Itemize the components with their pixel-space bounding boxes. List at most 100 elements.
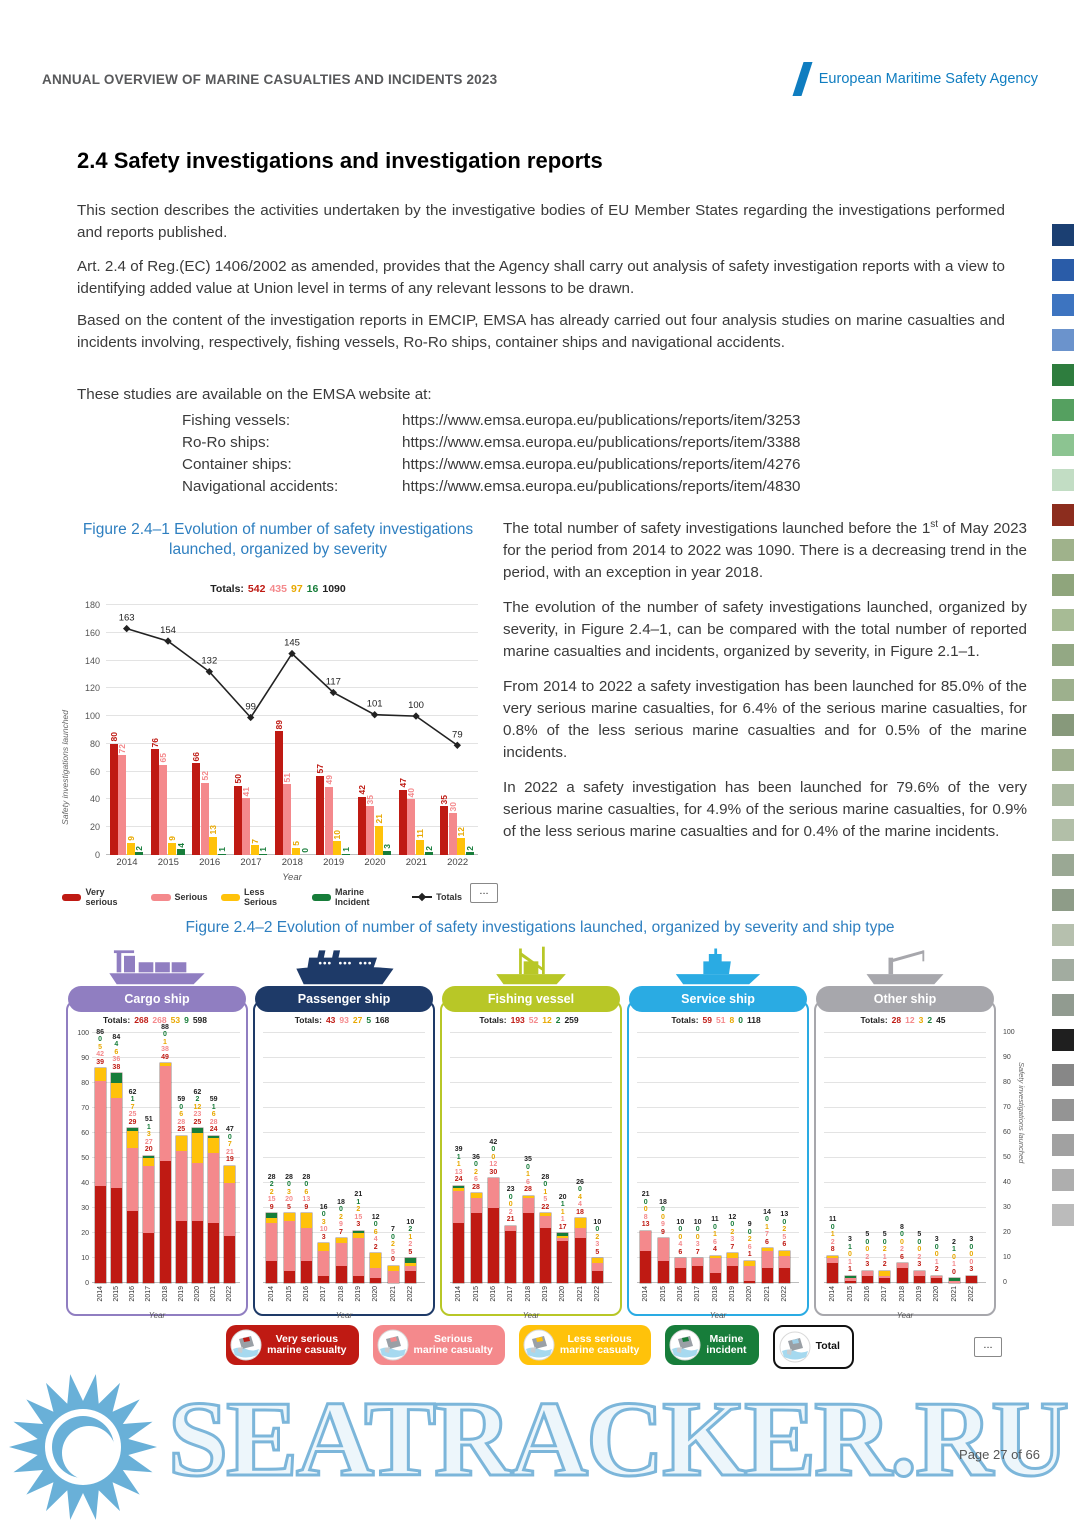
annotation-value: 2 xyxy=(391,1241,395,1249)
gridline xyxy=(263,1057,425,1058)
stacked-bar xyxy=(574,1218,586,1283)
x-tick-label: 2019 xyxy=(728,1286,736,1302)
gridline xyxy=(263,1182,425,1183)
bar-annotation-stack: 86 0 5 42 39 xyxy=(92,1029,109,1066)
annotation-value: 0 xyxy=(882,1238,887,1246)
annotation-value: 51 xyxy=(144,1116,153,1124)
studies-link-list: Fishing vessels: https://www.emsa.europa.… xyxy=(77,410,1005,498)
annotation-value: 19 xyxy=(225,1156,234,1164)
stacked-bar xyxy=(657,1238,669,1283)
sinking-ship-icon xyxy=(230,1329,262,1361)
annotation-value: 0 xyxy=(304,1181,309,1189)
study-link-url[interactable]: https://www.emsa.europa.eu/publications/… xyxy=(402,478,801,495)
annotation-value: 1 xyxy=(830,1231,835,1239)
figure2-legend: Very serious marine casualty Serious marin… xyxy=(150,1325,930,1369)
gridline xyxy=(824,1232,986,1233)
bar-segment-less_serious xyxy=(143,1158,155,1166)
annotation-value: 39 xyxy=(96,1058,105,1066)
gridline xyxy=(106,742,478,744)
gridline xyxy=(450,1057,612,1058)
annotation-value: 2 xyxy=(882,1261,887,1269)
totals-value: 8 xyxy=(729,1015,735,1025)
bar-annotation-stack: 16 0 3 10 3 xyxy=(315,1204,332,1241)
study-link-url[interactable]: https://www.emsa.europa.eu/publications/… xyxy=(402,434,801,451)
bar-segment-serious xyxy=(879,1275,891,1278)
annotation-value: 18 xyxy=(576,1208,584,1216)
edge-strip-square xyxy=(1052,364,1074,386)
study-link-url[interactable]: https://www.emsa.europa.eu/publications/… xyxy=(402,456,801,473)
annotation-value: 0 xyxy=(391,1256,395,1264)
legend-item: Marine Incident xyxy=(311,887,400,907)
bar-less_serious xyxy=(168,842,177,855)
gridline xyxy=(106,631,478,633)
legend-pill-very_serious: Very serious marine casualty xyxy=(226,1325,359,1365)
stacked-bar xyxy=(539,1213,551,1283)
bar-annotation-stack: 11 0 1 6 4 xyxy=(707,1216,724,1253)
stacked-bar xyxy=(692,1258,704,1283)
annotation-value: 0 xyxy=(179,1103,184,1111)
annotation-value: 1 xyxy=(713,1231,717,1239)
annotation-value: 28 xyxy=(472,1183,480,1191)
gridline xyxy=(263,1207,425,1208)
annotation-value: 4 xyxy=(373,1236,378,1244)
x-tick-label: 2017 xyxy=(507,1286,515,1302)
study-link-row: Fishing vessels: https://www.emsa.europa.… xyxy=(77,410,1005,432)
panel-x-axis-label: Year xyxy=(709,1311,727,1320)
bar-segment-less_serious xyxy=(300,1213,312,1228)
edge-strip-square xyxy=(1052,224,1074,246)
bar-less_serious xyxy=(416,839,425,855)
figure1-more-button[interactable]: ... xyxy=(470,883,498,903)
x-tick-label: 2018 xyxy=(898,1286,906,1302)
edge-strip-square xyxy=(1052,294,1074,316)
annotation-value: 6 xyxy=(373,1228,378,1236)
study-link-url[interactable]: https://www.emsa.europa.eu/publications/… xyxy=(402,412,801,429)
annotation-value: 27 xyxy=(144,1138,153,1146)
bar-annotation-stack: 35 0 1 6 28 xyxy=(520,1156,537,1193)
bar-segment-marine_incident xyxy=(110,1073,122,1083)
annotation-value: 5 xyxy=(287,1203,291,1211)
panel-x-ticks: 2014 2015 2016 2017 2018 2019 2020 2021 2022 xyxy=(450,1285,612,1311)
stacked-bar xyxy=(948,1278,960,1283)
bar-less_serious xyxy=(126,842,135,855)
annotation-value: 4 xyxy=(578,1193,582,1201)
figure2-more-button[interactable]: ... xyxy=(974,1337,1002,1357)
bar-segment-serious xyxy=(896,1263,908,1268)
annotation-value: 3 xyxy=(321,1218,326,1226)
gridline xyxy=(450,1032,612,1033)
gridline xyxy=(637,1032,799,1033)
bar-annotation-stack: 28 0 6 13 9 xyxy=(298,1174,315,1211)
totals-value: Totals: xyxy=(210,583,244,595)
x-tick-label: 2021 xyxy=(210,1286,218,1302)
annotation-value: 36 xyxy=(472,1153,480,1161)
edge-strip-square xyxy=(1052,819,1074,841)
annotation-value: 0 xyxy=(952,1268,956,1276)
totals-value: 12 xyxy=(905,1015,915,1025)
bar-very_serious xyxy=(398,789,407,855)
gridline xyxy=(637,1132,799,1133)
figure1-x-tick-labels: 2014 2015 2016 2017 2018 2019 2020 2021 2022 xyxy=(106,857,478,871)
bar-annotation-stack: 51 1 3 27 20 xyxy=(140,1116,157,1153)
x-tick-label: 2016 xyxy=(129,1286,137,1302)
right-y-axis-label: Safety investigations launched xyxy=(1017,1062,1026,1164)
y-tick-label: 90 xyxy=(81,1055,89,1062)
svg-text:117: 117 xyxy=(326,677,341,688)
bar-marine_incident xyxy=(135,852,144,855)
bar-segment-serious xyxy=(640,1230,652,1251)
bar-segment-very_serious xyxy=(470,1213,482,1283)
bar-serious xyxy=(324,786,333,855)
bar-segment-serious xyxy=(387,1270,399,1283)
agency-name: European Maritime Safety Agency xyxy=(818,71,1038,87)
x-tick-label: 2020 xyxy=(933,1286,941,1302)
bar-segment-marine_incident xyxy=(844,1275,856,1278)
figure2-ship-panels: Cargo ship Totals: 268 268 53 9 598 0 10 20 30 40 50… xyxy=(66,944,1037,1320)
annotation-value: 6 xyxy=(765,1238,769,1246)
bar-segment-serious xyxy=(539,1215,551,1228)
panel-plot-area: 39 1 1 13 24 36 0 2 6 28 42 0 0 12 30 23 0 0 2 21 35 0 1 6 28 28 0… xyxy=(450,1032,612,1283)
annotation-value: 0 xyxy=(695,1226,700,1234)
bar-very_serious xyxy=(109,743,118,855)
annotation-value: 2 xyxy=(356,1206,361,1214)
bar-segment-very_serious xyxy=(896,1268,908,1283)
x-tick-label: 2018 xyxy=(281,857,303,868)
annotation-value: 1 xyxy=(952,1246,956,1254)
bar-serious xyxy=(242,798,251,855)
